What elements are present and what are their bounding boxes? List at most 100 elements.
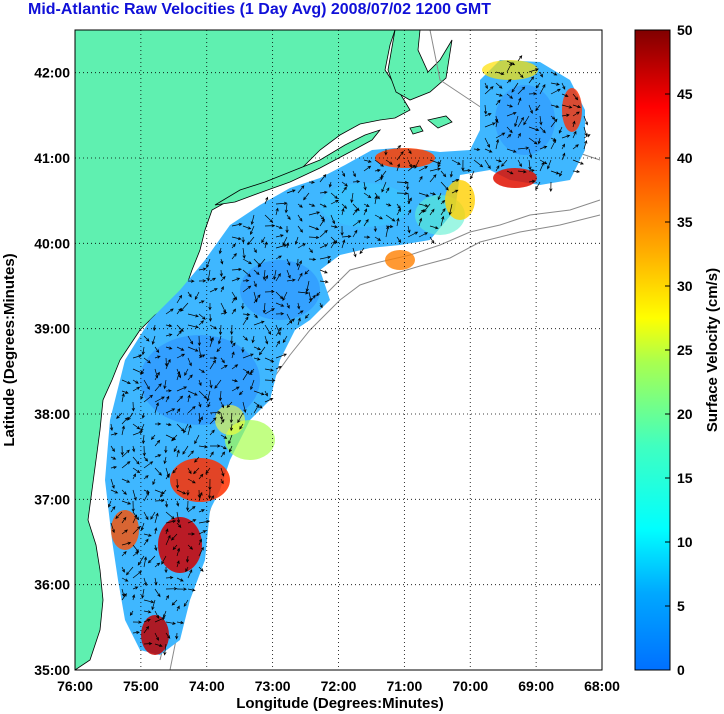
velocity-arrow [132,456,140,465]
velocity-arrow [176,489,187,495]
velocity-arrow [176,605,180,612]
velocity-arrow [151,335,156,345]
velocity-arrow [137,555,145,566]
velocity-arrow [197,335,201,347]
velocity-arrow [297,272,303,282]
velocity-arrow [132,514,138,524]
velocity-arrow [506,62,513,73]
velocity-arrow [373,225,377,233]
velocity-arrow [440,200,446,205]
velocity-arrow [176,577,184,582]
velocity-arrow [396,144,402,150]
velocity-arrow [209,277,217,282]
velocity-arrow [186,500,190,512]
velocity-arrow [183,423,189,434]
velocity-arrow [209,379,213,389]
velocity-arrow [198,416,203,425]
velocity-arrow [449,170,453,178]
velocity-arrow [561,104,573,109]
velocity-arrow [264,274,268,282]
velocity-arrow [506,104,514,108]
colorbar-tick-labels: 0 5 10 15 20 25 30 35 40 45 50 [665,22,693,678]
velocity-arrow [561,134,571,139]
velocity-arrow [253,404,260,414]
velocity-arrow [208,489,212,500]
velocity-arrow [187,588,196,592]
velocity-arrow [484,137,490,148]
velocity-arrow [165,324,173,328]
velocity-arrow [495,138,500,150]
colorbar-tick-label: 30 [677,278,693,294]
velocity-arrow [164,445,168,454]
velocity-arrow [363,192,372,199]
velocity-arrow [176,346,185,351]
velocity-arrow [286,214,291,220]
velocity-arrow [535,181,541,191]
velocity-arrow [363,165,372,172]
velocity-arrow [143,489,150,493]
velocity-arrow [495,165,500,172]
velocity-arrow [220,434,228,439]
velocity-arrow [429,236,435,244]
velocity-arrow [198,354,206,359]
velocity-arrow [165,389,172,393]
velocity-arrow [132,489,137,501]
velocity-arrow [187,424,192,436]
velocity-arrow [330,214,336,225]
velocity-arrow [187,405,196,414]
velocity-arrow [253,320,265,326]
velocity-arrow [407,225,411,234]
velocity-arrow [165,528,169,535]
velocity-arrow [206,390,211,402]
velocity-arrow [495,159,503,163]
velocity-arrow [154,562,161,568]
colorbar [634,29,671,671]
velocity-arrow [220,311,228,315]
velocity-arrow [275,366,283,370]
velocity-arrow [209,324,218,330]
velocity-arrow [451,159,461,165]
velocity-arrow [495,93,503,97]
velocity-arrow [198,566,204,572]
velocity-arrow [264,390,268,397]
velocity-arrow [218,324,223,336]
velocity-arrow [230,324,234,335]
velocity-arrow [209,451,214,458]
velocity-arrow [341,170,346,177]
velocity-arrow [187,467,192,475]
velocity-arrow [141,434,146,445]
velocity-arrow [407,231,419,238]
velocity-arrow [242,279,250,283]
velocity-arrow [121,425,125,436]
velocity-arrow [262,269,266,281]
velocity-arrow [154,467,162,476]
velocity-arrow [583,126,588,137]
velocity-arrow [184,368,189,376]
velocity-arrow [253,313,258,319]
velocity-arrow [143,475,149,480]
velocity-arrow [198,368,205,373]
velocity-arrow [297,260,302,271]
velocity-arrow [176,370,181,381]
velocity-arrow [187,313,199,318]
velocity-arrow [495,71,505,76]
velocity-arrow [264,324,272,335]
velocity-arrow [583,134,591,139]
velocity-arrow [385,224,394,229]
velocity-arrow [198,267,207,271]
velocity-arrow [539,159,548,165]
velocity-arrow [242,312,251,317]
colorbar-tick-label: 45 [677,86,693,102]
velocity-arrow [150,511,156,520]
velocity-arrow [429,174,437,183]
velocity-arrow [437,192,442,201]
velocity-arrow [131,401,135,412]
velocity-arrow [242,335,249,341]
velocity-arrow [176,621,185,625]
velocity-arrow [208,313,212,322]
velocity-arrow [385,225,390,238]
velocity-arrow [484,86,494,95]
velocity-arrow [253,294,261,304]
velocity-arrow [319,244,328,249]
velocity-arrow [296,258,300,267]
